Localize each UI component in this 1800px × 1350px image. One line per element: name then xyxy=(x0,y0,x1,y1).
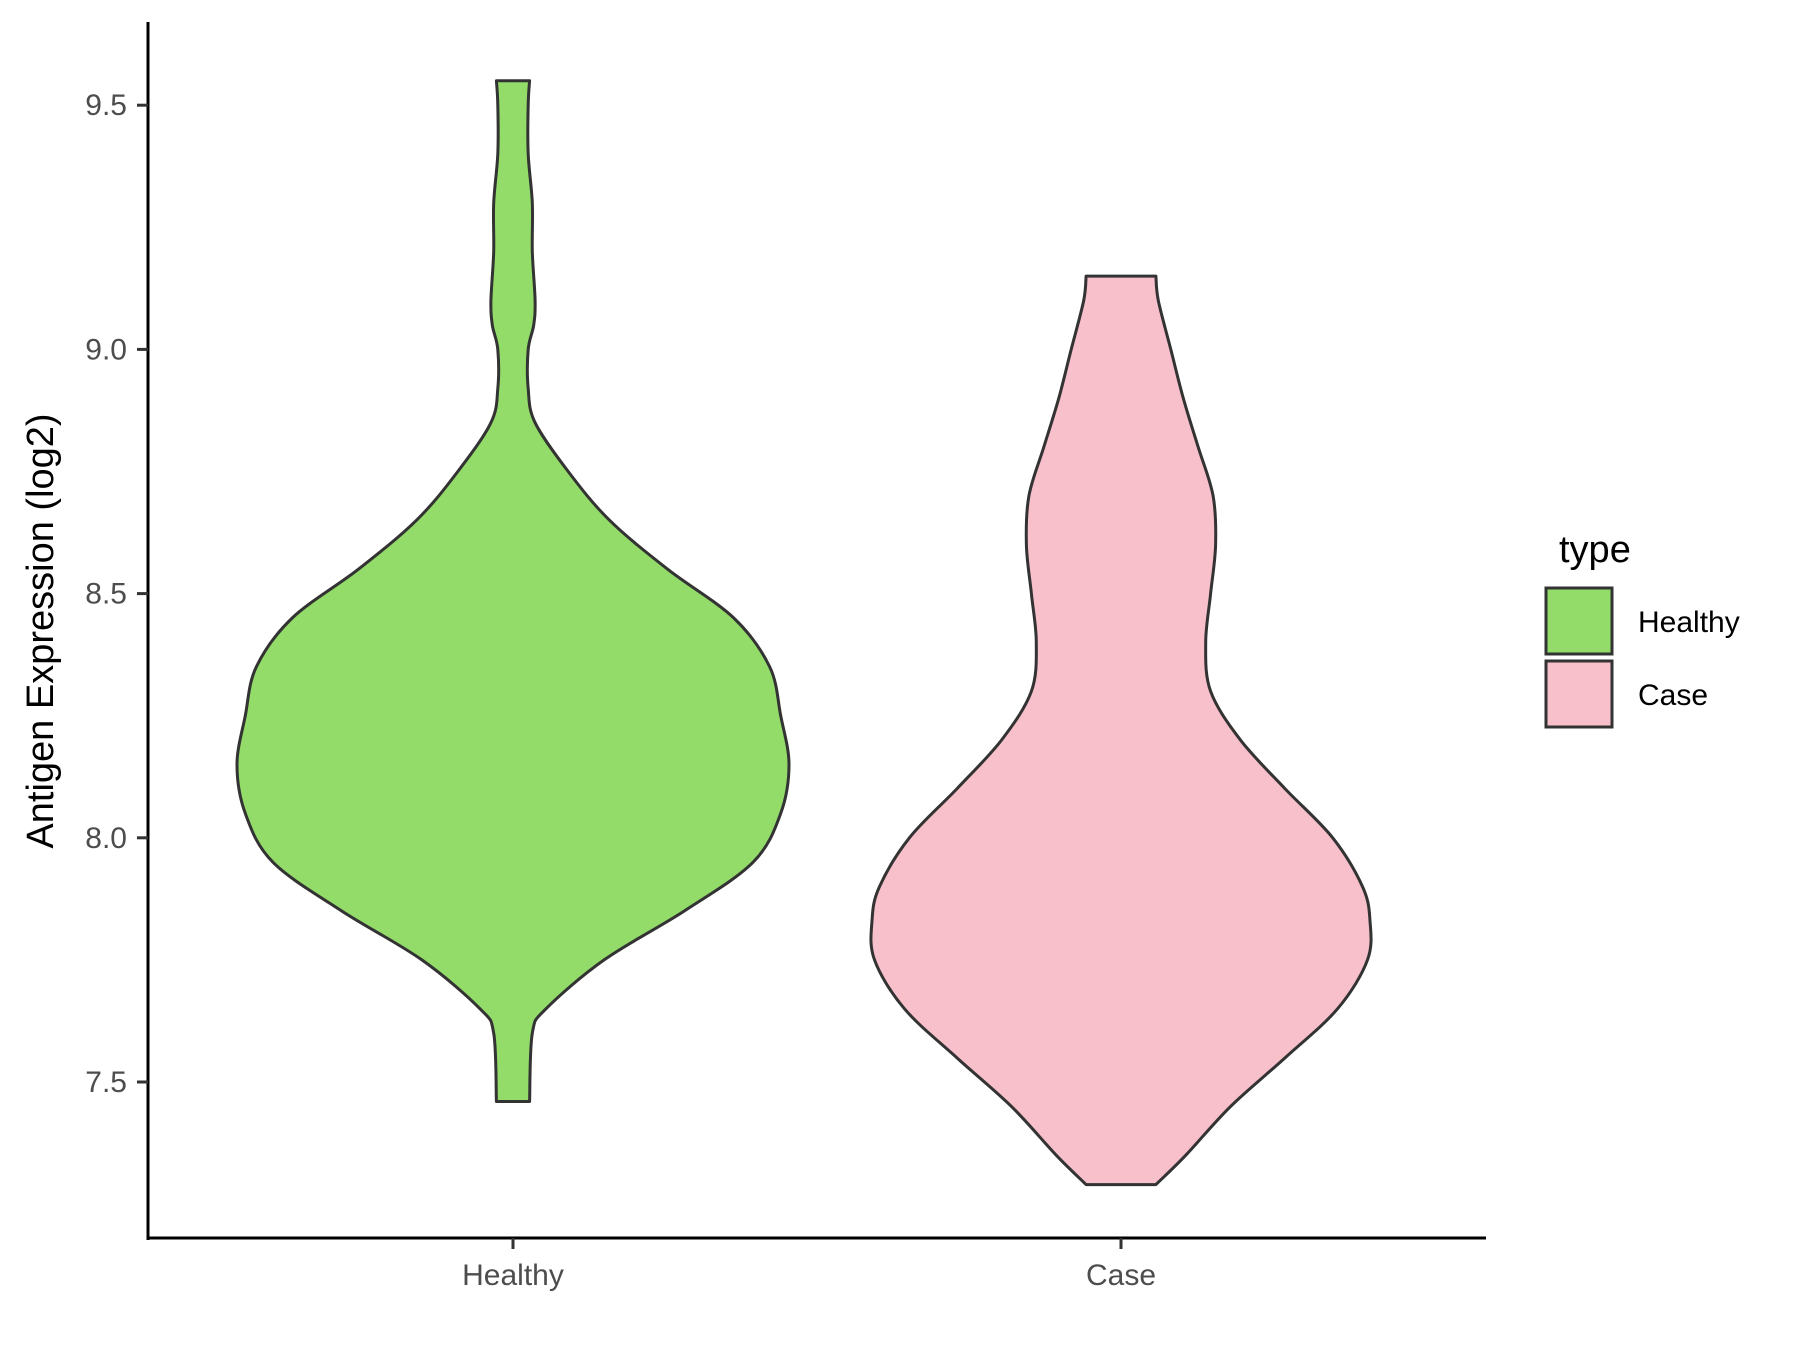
legend-key-case xyxy=(1544,659,1614,729)
y-ticks: 7.5 8.0 8.5 9.0 9.5 xyxy=(85,89,148,1099)
x-tick-label: Case xyxy=(1086,1259,1156,1292)
y-tick-label: 9.0 xyxy=(85,333,127,366)
legend-title: type xyxy=(1559,529,1631,571)
x-ticks: Healthy Case xyxy=(462,1238,1156,1292)
axes: 7.5 8.0 8.5 9.0 9.5 Healthy Case xyxy=(85,22,1486,1292)
y-tick-label: 9.5 xyxy=(85,89,127,122)
y-axis-title: Antigen Expression (log2) xyxy=(20,413,62,848)
y-tick-label: 7.5 xyxy=(85,1066,127,1099)
x-tick-label: Healthy xyxy=(462,1259,564,1292)
violin-case xyxy=(869,274,1373,1187)
legend: type Healthy Case xyxy=(1544,529,1740,729)
legend-label: Healthy xyxy=(1638,606,1740,639)
legend-entries: Healthy Case xyxy=(1544,586,1740,729)
y-tick-label: 8.5 xyxy=(85,578,127,611)
violin-healthy xyxy=(235,79,791,1103)
legend-key-healthy xyxy=(1544,586,1614,656)
legend-label: Case xyxy=(1638,679,1708,712)
violin-layer xyxy=(235,79,1373,1187)
y-tick-label: 8.0 xyxy=(85,822,127,855)
